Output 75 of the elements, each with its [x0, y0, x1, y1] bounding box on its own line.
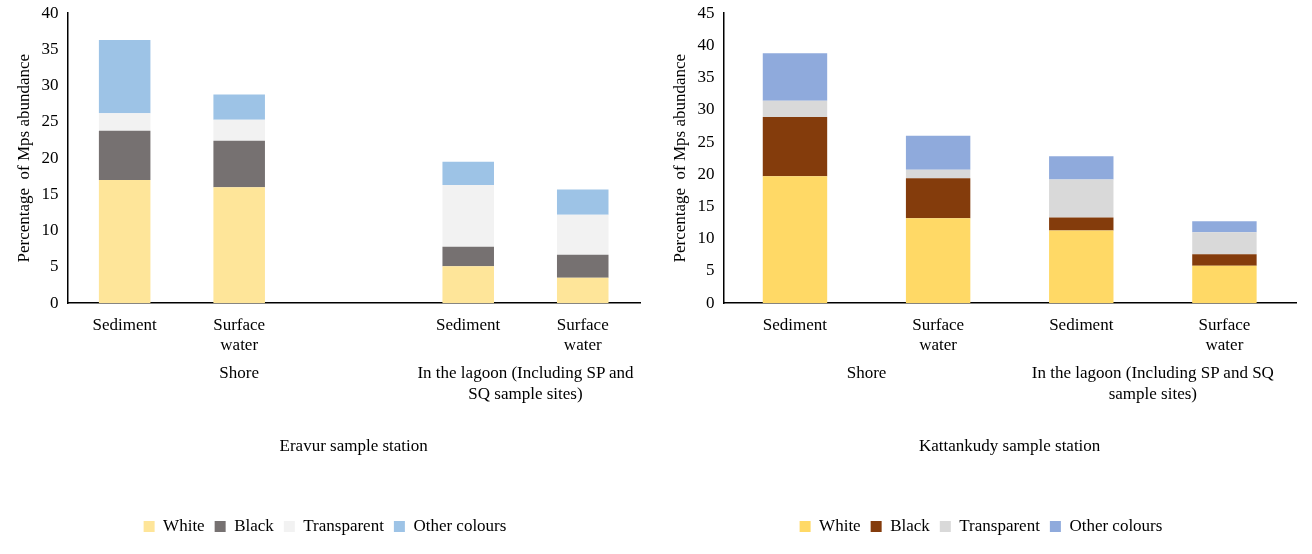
x-tick-label: Sediment [436, 314, 501, 334]
bar [762, 53, 828, 101]
bar [98, 113, 151, 131]
x-tick-label: Surface water [912, 314, 965, 355]
y-axis-title: Percentage of Mps abundance [669, 53, 689, 263]
legend-label: White [819, 515, 861, 535]
bar [213, 187, 265, 304]
x-tick-label: Sediment [92, 314, 158, 334]
text: In the lagoon (Including SP and SQ sample sites) [1031, 363, 1274, 404]
x-tick-label: Sediment [762, 314, 828, 334]
bar [1192, 232, 1257, 255]
legend-label: Transparent [959, 515, 1041, 535]
bar [905, 135, 971, 170]
bar [762, 116, 828, 177]
bar [442, 246, 494, 267]
bar [905, 178, 971, 219]
x-tick-label: Surface water [213, 314, 266, 355]
x-tick-label: Surface water [1198, 314, 1251, 355]
bar [556, 189, 609, 215]
y-tick-label: 0 [49, 292, 59, 312]
y-tick-label: 40 [41, 2, 59, 22]
bar [556, 277, 609, 304]
bar [1192, 265, 1257, 304]
y-tick-label: 40 [697, 34, 715, 54]
y-tick-label: 15 [41, 183, 59, 203]
legend-label: Other colours [413, 515, 507, 535]
y-tick-label: 25 [41, 111, 59, 131]
bar [1192, 221, 1257, 233]
bar [905, 218, 971, 304]
y-tick-label: 20 [41, 147, 59, 167]
y-tick-label: 30 [41, 75, 59, 95]
bar [98, 179, 151, 304]
text: Shore [846, 363, 887, 383]
legend-label: Other colours [1069, 515, 1163, 535]
legend-label: Black [234, 515, 275, 535]
bar [213, 94, 265, 120]
x-tick-label: Sediment [1049, 314, 1114, 334]
legend-label: White [163, 515, 205, 535]
bar [1049, 217, 1114, 231]
bar [98, 40, 151, 114]
bar [762, 176, 828, 304]
y-tick-label: 35 [697, 67, 715, 87]
text: In the lagoon (Including SP and SQ sample sites) [417, 363, 635, 404]
bar [1049, 179, 1114, 218]
bar [442, 266, 494, 304]
y-tick-label: 30 [697, 99, 715, 119]
y-tick-label: 5 [705, 260, 715, 280]
bar [1049, 230, 1114, 304]
y-tick-label: 15 [697, 196, 715, 215]
y-tick-label: 0 [705, 292, 715, 312]
bar [1049, 156, 1114, 180]
y-tick-label: 10 [697, 228, 715, 248]
bar [442, 185, 494, 247]
y-tick-label: 45 [697, 2, 715, 22]
legend-label: Black [890, 515, 931, 535]
y-tick-label: 35 [41, 38, 59, 58]
x-axis-title: Kattankudy sample station [919, 436, 1101, 456]
bar [556, 254, 609, 278]
bar [905, 169, 971, 179]
bar [213, 119, 265, 141]
bar [556, 214, 609, 255]
bar [213, 140, 265, 188]
x-axis-title: Eravur sample station [279, 436, 429, 456]
bar [1192, 254, 1257, 266]
legend-label: Transparent [303, 515, 385, 535]
y-tick-label: 5 [49, 256, 59, 276]
x-tick-label: Surface water [556, 314, 609, 355]
y-tick-label: 25 [697, 131, 715, 151]
text: Shore [219, 363, 260, 383]
bar [762, 100, 828, 117]
y-tick-label: 10 [41, 220, 59, 240]
bar [98, 130, 151, 180]
y-axis-title: Percentage of Mps abundance [13, 53, 33, 263]
bar [442, 161, 494, 186]
y-tick-label: 20 [697, 163, 715, 183]
